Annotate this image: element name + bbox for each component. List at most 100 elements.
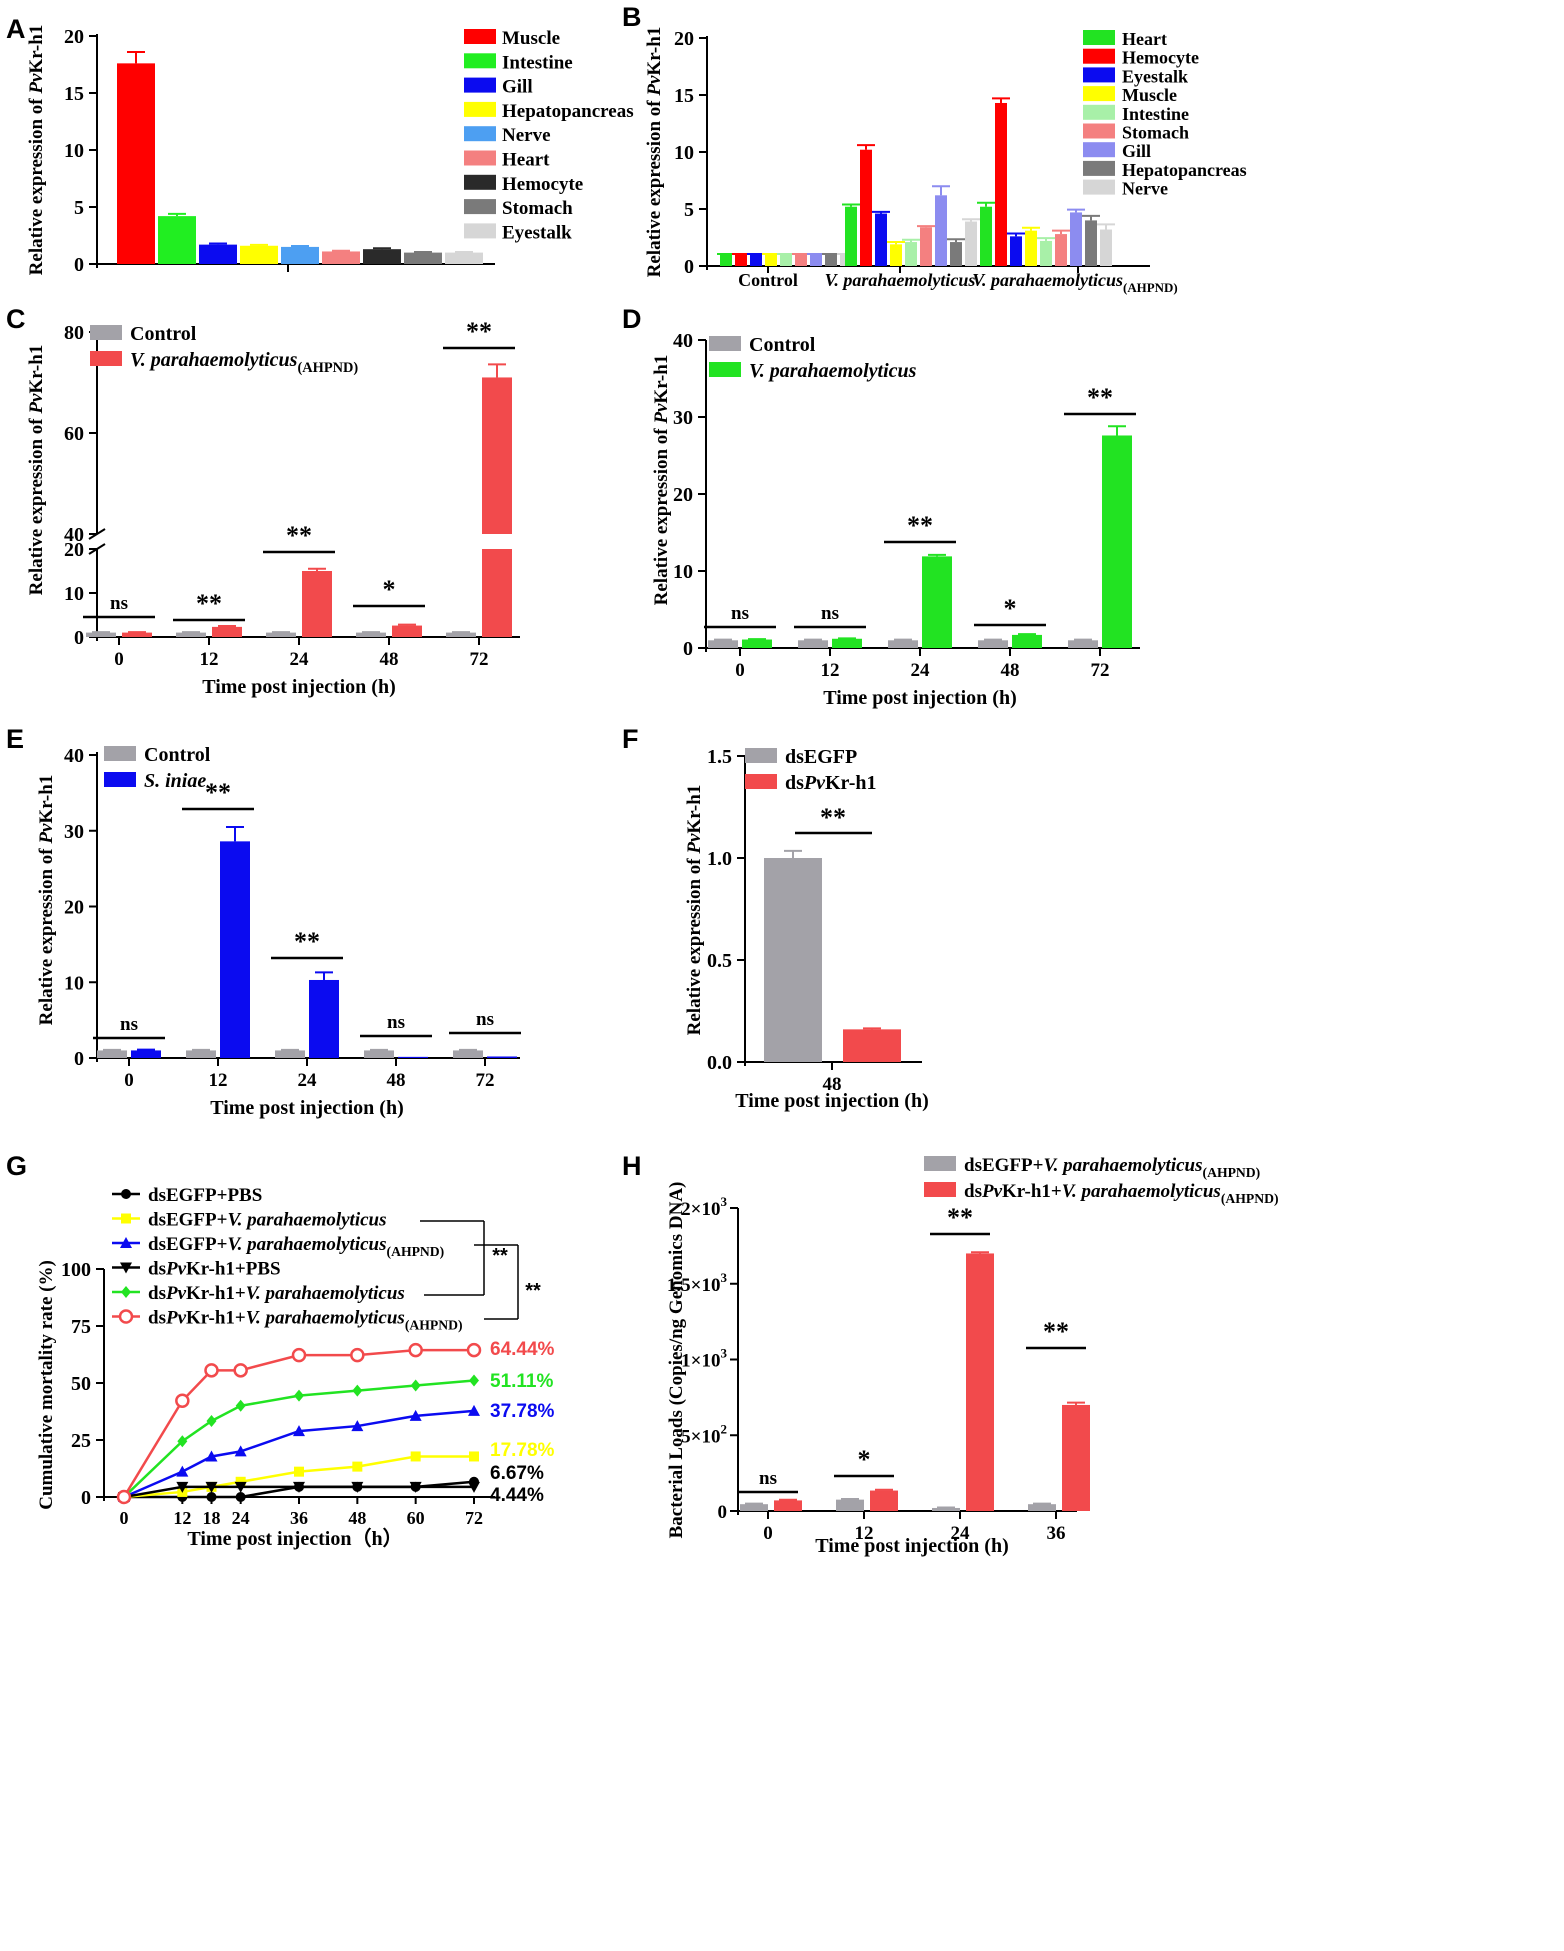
panel-g-point	[294, 1466, 304, 1477]
panel-f-ylabel: Relative expression of PvKr-h1	[684, 785, 705, 1036]
panel-g-point	[293, 1425, 305, 1437]
panel-g-point	[175, 1393, 190, 1408]
italic-span: V. parahaemolyticus	[246, 1283, 405, 1304]
panel-g-point	[293, 1481, 305, 1493]
panel-b-ytick-label: 5	[684, 199, 694, 221]
panel-c-bar-control	[176, 632, 206, 637]
panel-f-xtick-label: 48	[823, 1074, 842, 1095]
subscript-span: (AHPND)	[297, 360, 358, 376]
panel-d-bar-control	[978, 640, 1008, 648]
panel-d-legend-swatch	[709, 336, 741, 351]
panel-e-bar-control	[97, 1050, 127, 1058]
panel-g-point	[204, 1363, 219, 1378]
panel-c-sig-label: **	[286, 521, 312, 550]
panel-d-ytick-label: 10	[673, 561, 693, 583]
ylabel-text: Kr-h1	[26, 25, 47, 74]
ylabel-text: Kr-h1	[36, 775, 57, 824]
panel-b-bar	[875, 213, 887, 266]
italic-span: V. parahaemolyticus	[1043, 1155, 1202, 1176]
panel-e-sig-label: **	[205, 778, 231, 807]
panel-label-F: F	[622, 724, 639, 754]
panel-d-xtick-label: 0	[735, 660, 745, 681]
ytick-main: 0	[718, 1502, 728, 1523]
italic-span: V. parahaemolyticus	[1062, 1181, 1221, 1202]
panel-b-bar	[950, 242, 962, 266]
panel-e-xtick-label: 0	[124, 1070, 134, 1091]
panel-g-series-line	[123, 1485, 474, 1499]
panel-g-end-label: 51.11%	[490, 1371, 553, 1392]
panel-e-xtick-label: 48	[387, 1070, 406, 1091]
panel-h-bar-dspvkr	[870, 1490, 898, 1511]
italic-span: V. parahaemolyticus	[749, 360, 917, 382]
panel-a-ylabel: Relative expression of PvKr-h1	[26, 25, 47, 276]
panel-c-ylabel: Relative expression of PvKr-h1	[26, 345, 47, 596]
panel-h-legend-label: dsEGFP+V. parahaemolyticus(AHPND)	[964, 1155, 1260, 1181]
panel-b-bar	[980, 206, 992, 266]
panel-f-legend-label: dsPvKr-h1	[785, 772, 876, 794]
panel-d-xlabel: Time post injection (h)	[823, 687, 1017, 709]
subscript-span: (AHPND)	[1203, 1165, 1261, 1181]
panel-e-bar-treatment	[398, 1056, 428, 1058]
panel-e-ytick-label: 40	[64, 745, 84, 767]
panel-d-sig-label: *	[1004, 594, 1017, 623]
panel-e-ytick-label: 10	[64, 972, 84, 994]
italic-span: V. parahaemolyticus	[246, 1308, 405, 1329]
panel-g-sig-label: **	[525, 1280, 541, 1302]
panel-g-xtick-label: 18	[203, 1508, 221, 1528]
panel-h-xtick-label: 36	[1047, 1523, 1066, 1544]
panel-h-sig-label: *	[858, 1445, 871, 1474]
panel-g-point	[351, 1481, 364, 1493]
ytick-main: 2×10	[681, 1199, 720, 1220]
panel-g-xlabel: Time post injection（h）	[187, 1527, 402, 1550]
panel-b-ytick-label: 0	[684, 256, 694, 278]
italic-span: V. parahaemolyticus	[227, 1210, 386, 1231]
panel-b-legend-label: Hemocyte	[1122, 48, 1199, 68]
panel-g-point	[177, 1435, 188, 1448]
panel-c-legend-label: Control	[130, 323, 197, 345]
panel-e-xtick-label: 24	[298, 1070, 318, 1091]
panel-c-bar-vparahaemolyticus	[212, 626, 242, 637]
panel-a-ytick-label: 20	[64, 26, 84, 48]
panel-d-legend-label: Control	[749, 334, 816, 356]
panel-b-bar	[1040, 240, 1052, 266]
italic-span: Pv	[165, 1308, 187, 1329]
panel-d-bar-control	[798, 640, 828, 648]
panel-g-ytick-label: 25	[71, 1430, 91, 1452]
panel-h-sig-label: **	[1043, 1317, 1069, 1346]
panel-g-series-line	[123, 1379, 475, 1498]
panel-label-H: H	[622, 1151, 642, 1181]
panel-b-bar	[750, 254, 762, 266]
panel-d-bar-treatment	[1102, 435, 1132, 648]
panel-g-point	[352, 1384, 363, 1397]
panel-f-sig-label: **	[820, 803, 846, 832]
panel-b-ytick-label: 20	[674, 28, 694, 50]
panel-d-sig-label: **	[907, 511, 933, 540]
text-span: Kr-h1+	[186, 1283, 246, 1304]
panel-label-D: D	[622, 304, 642, 334]
panel-e-legend-label: S. iniae	[144, 770, 206, 792]
panel-b-legend-swatch	[1083, 48, 1115, 64]
panel-g-end-label: 4.44%	[490, 1485, 544, 1506]
panel-h-ytick-label: 0	[718, 1502, 728, 1523]
panel-c-bar-control	[356, 632, 386, 637]
panel-b-legend-label: Stomach	[1122, 123, 1189, 143]
panel-g-ytick-label: 75	[71, 1316, 91, 1338]
panel-h-xtick-label: 12	[855, 1523, 874, 1544]
panel-g-point	[233, 1363, 248, 1378]
panel-h-legend-swatch	[924, 1182, 956, 1197]
panel-e-ytick-label: 20	[64, 897, 84, 919]
panel-g-legend-label: dsEGFP+V. parahaemolyticus(AHPND)	[148, 1234, 444, 1260]
panel-b-xtick-label: V. parahaemolyticus(AHPND)	[972, 270, 1177, 295]
panel-e-legend-swatch	[104, 772, 136, 787]
panel-e-sig-label: ns	[387, 1012, 405, 1033]
panel-b-bar	[845, 206, 857, 266]
ylabel-italic: Pv	[36, 823, 57, 845]
panel-g-point	[235, 1492, 246, 1502]
panel-b-legend-label: Muscle	[1122, 85, 1177, 105]
panel-d-ytick-label: 0	[683, 638, 693, 660]
ytick-exponent: 3	[721, 1270, 728, 1285]
panel-label-E: E	[6, 724, 24, 754]
panel-b-legend-label: Intestine	[1122, 104, 1189, 124]
panel-a-ytick-label: 5	[74, 197, 84, 219]
panel-a-legend-label: Intestine	[502, 52, 573, 73]
